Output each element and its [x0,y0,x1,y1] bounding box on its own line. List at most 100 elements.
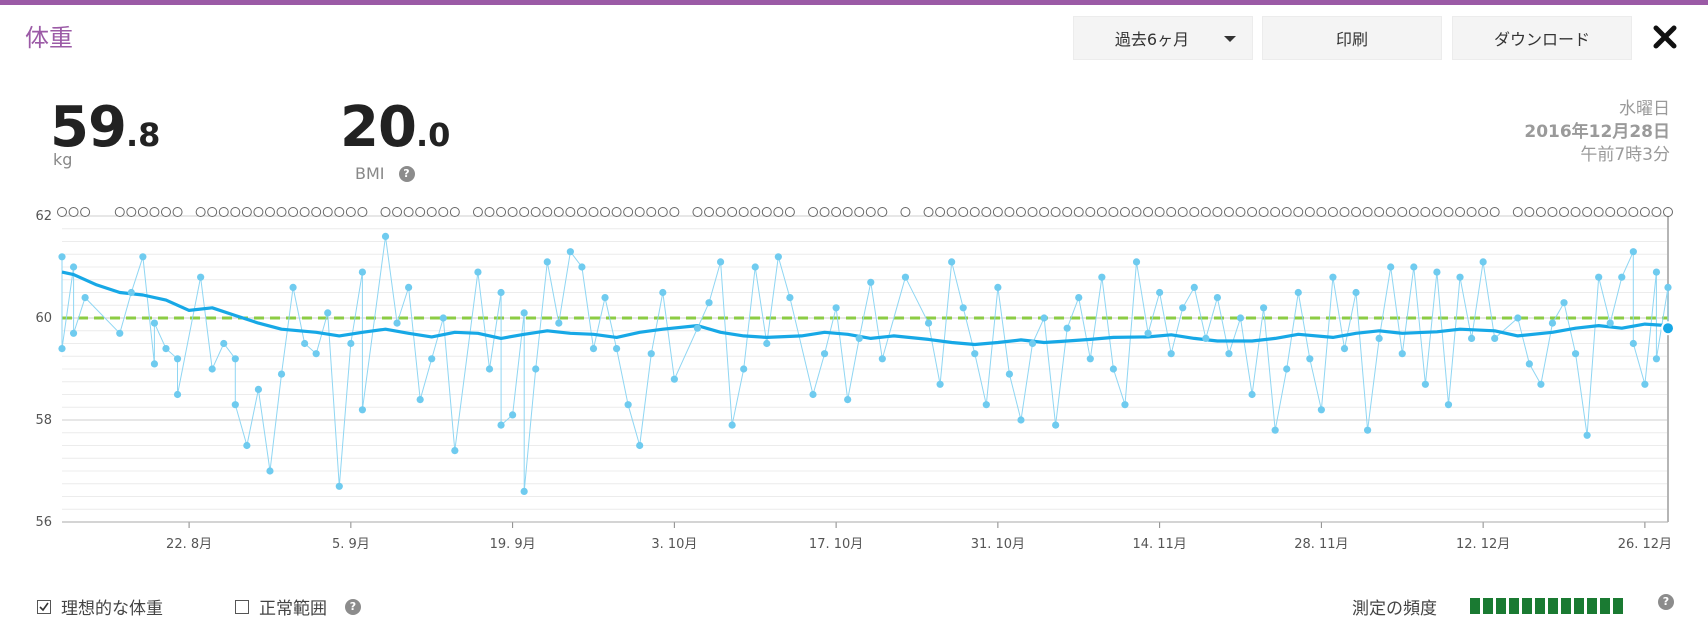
data-point [601,294,609,302]
measurement-marker [923,207,934,217]
measurement-marker [426,207,437,217]
data-point [1491,334,1499,342]
data-point [1479,258,1487,266]
ideal-weight-checkbox[interactable] [37,599,51,614]
measurement-marker [1605,207,1616,217]
data-point [1167,350,1175,358]
frequency-bar [1600,598,1610,614]
ideal-weight-label: 理想的な体重 [61,599,163,619]
data-point [555,319,563,327]
data-point [277,370,286,378]
data-point [774,253,782,261]
help-icon[interactable]: ? [345,598,361,615]
data-point [994,283,1002,291]
data-point [809,390,817,399]
download-button[interactable]: ダウンロード [1452,16,1632,60]
weight-value: 59.8 [50,95,160,160]
data-point [1363,426,1372,434]
data-point [381,232,390,240]
measurement-marker [657,207,668,217]
data-point [1063,324,1071,332]
data-point [162,345,170,353]
data-point [1606,319,1614,327]
download-button-label: ダウンロード [1493,30,1590,49]
data-point [624,401,632,409]
measurement-marker [1039,207,1050,217]
data-point [439,314,447,322]
data-point [1248,390,1256,399]
measurement-marker [553,207,564,217]
close-icon [1653,25,1677,49]
bmi-value-dec: .0 [415,116,451,154]
x-tick-label: 26. 12月 [1618,537,1672,552]
data-point [173,355,182,363]
data-point [532,365,540,373]
data-point [1352,288,1360,297]
measurement-marker [1466,207,1477,217]
data-point [728,421,736,429]
data-point [451,447,459,455]
data-point [693,324,702,332]
measurement-marker [1177,207,1188,217]
data-point [855,334,863,342]
measurement-marker [1154,207,1165,217]
data-point [1109,365,1118,373]
data-point [485,365,494,373]
measurement-marker [403,207,414,217]
data-point [878,355,886,363]
measurement-marker [1524,207,1535,217]
range-dropdown[interactable]: 過去6ヶ月 [1073,16,1253,60]
normal-range-label: 正常範囲 [259,599,327,619]
data-point [740,365,748,373]
help-icon[interactable]: ? [1658,594,1674,610]
data-point [347,339,355,348]
measurement-marker [160,207,171,217]
frequency-label: 測定の頻度 [1352,599,1437,619]
measurement-marker [276,207,287,217]
data-point [1514,314,1522,322]
data-point [1444,401,1453,409]
data-point [1329,273,1337,281]
ideal-weight-toggle[interactable]: 理想的な体重 [37,594,163,619]
data-point [1132,258,1141,266]
data-point [1375,334,1383,342]
data-point [150,360,159,368]
data-point [1571,350,1580,358]
measurement-marker [1385,207,1396,217]
data-point [1098,273,1106,281]
weight-value-dec: .8 [125,116,161,154]
measurement-marker [1443,207,1454,217]
data-point [1086,355,1094,363]
x-tick-label: 17. 10月 [809,537,863,552]
measurement-marker [1593,207,1604,217]
selected-point [1661,321,1675,336]
data-point [1433,268,1441,276]
measurement-marker [1258,207,1269,217]
close-button[interactable] [1650,22,1680,52]
measurement-time: 午前7時3分 [1580,145,1670,165]
measurement-marker [1663,207,1673,217]
data-point [116,329,124,337]
normal-range-toggle[interactable]: 正常範囲 ? [235,594,361,619]
data-point [497,421,505,429]
normal-range-checkbox[interactable] [235,599,249,614]
frequency-help[interactable]: ? [1658,594,1674,610]
print-button[interactable]: 印刷 [1262,16,1442,60]
measurement-marker [969,207,980,217]
data-point [751,263,759,271]
data-point [1028,339,1037,348]
data-point [231,355,239,363]
measurement-marker [299,207,310,217]
measurement-marker [1247,207,1258,217]
x-tick-label: 31. 10月 [971,537,1025,552]
measurement-marker [1281,207,1292,217]
measurement-marker [1512,207,1523,217]
measurement-marker [854,207,865,217]
measurement-marker [819,207,830,217]
help-icon[interactable]: ? [398,165,415,182]
measurement-marker [900,207,911,217]
data-point [520,309,528,317]
data-point [786,294,794,302]
data-point [497,288,505,297]
measurement-marker [1189,207,1200,217]
